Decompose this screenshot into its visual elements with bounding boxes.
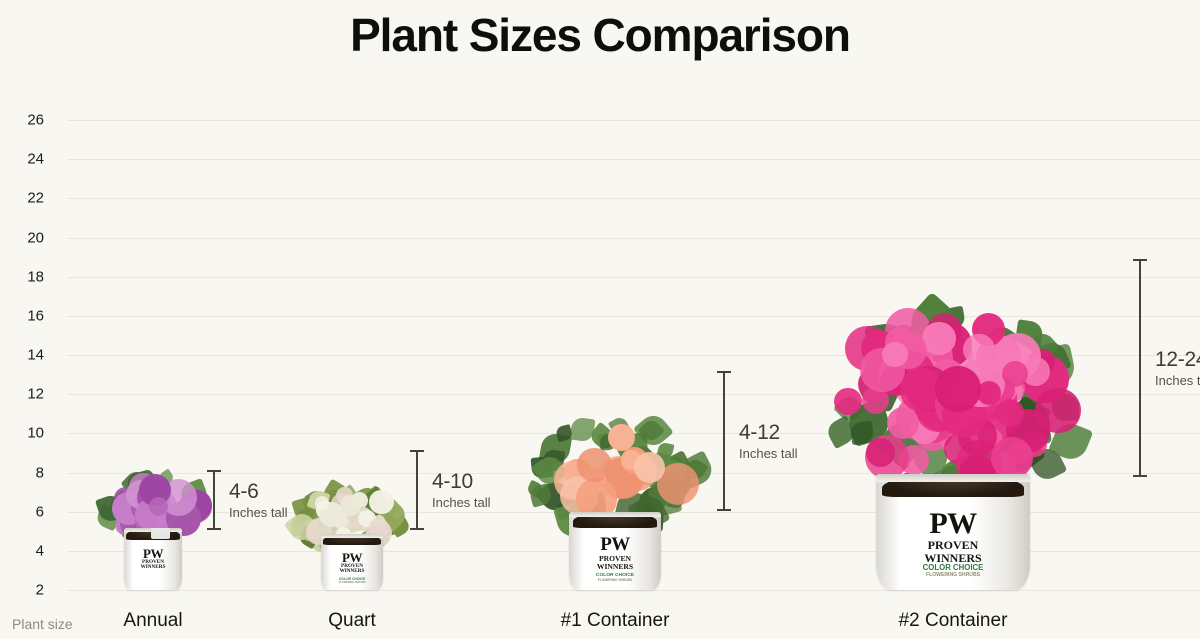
y-axis-tick-label: 14 — [27, 346, 44, 364]
nursery-pot: PW PROVEN WINNERS — [124, 528, 182, 590]
plant-care-tag — [150, 528, 170, 540]
pot-brand-logo: PW PROVEN WINNERS — [569, 535, 661, 570]
measure-line — [213, 470, 215, 530]
plant-foliage — [525, 410, 717, 547]
measure-cap-bottom — [410, 528, 424, 530]
gridline — [67, 276, 1200, 278]
measure-unit: Inches tall — [1155, 373, 1200, 388]
x-axis-tick-label: #2 Container — [898, 610, 1008, 631]
measure-range: 4-12 — [739, 421, 780, 444]
gridline — [67, 120, 1200, 121]
pot-brand-logo: PW PROVEN WINNERS — [876, 506, 1030, 565]
gridline — [67, 159, 1200, 161]
pot-color-choice-logo: COLOR CHOICE FLOWERING SHRUBS — [876, 563, 1030, 578]
pot-brand-line1: PROVEN — [341, 563, 363, 570]
measure-cap-top — [207, 470, 221, 472]
pot-pw-mark: PW — [342, 549, 362, 565]
y-axis-tick-label: 4 — [35, 542, 44, 560]
measure-cap-bottom — [1133, 475, 1147, 477]
pot-brand-logo: PW PROVEN WINNERS — [321, 551, 383, 575]
y-axis-tick-label: 2 — [35, 581, 44, 599]
measure-cap-top — [717, 371, 731, 373]
pot-brand-line1: PROVEN — [927, 538, 979, 553]
measure-cap-bottom — [207, 528, 221, 530]
nursery-pot: PW PROVEN WINNERS COLOR CHOICE FLOWERING SHR… — [876, 474, 1030, 590]
gridline — [67, 394, 1200, 396]
y-axis-tick-label: 26 — [27, 111, 44, 129]
measure-label: 4-10 Inches tall — [432, 469, 491, 511]
y-axis-tick-label: 16 — [27, 307, 44, 325]
pot-brand-line2: WINNERS — [140, 564, 166, 571]
x-axis-tick-label: #1 Container — [560, 610, 670, 631]
pot-brand-line2: WINNERS — [339, 568, 365, 575]
nursery-pot: PW PROVEN WINNERS COLOR CHOICE FLOWERING SHR… — [569, 512, 661, 590]
y-axis-tick-label: 20 — [27, 229, 44, 246]
measure-range: 12-24 — [1155, 348, 1200, 371]
measure-label: 12-24 Inches tall — [1155, 347, 1200, 389]
y-axis-tick-label: 18 — [27, 268, 44, 286]
measure-cap-bottom — [717, 509, 731, 511]
pot-color-choice-sub: FLOWERING SHRUBS — [338, 581, 366, 585]
pot-pw-mark: PW — [143, 545, 163, 561]
measure-range: 4-10 — [432, 470, 473, 493]
gridline — [67, 315, 1200, 317]
measure-unit: Inches tall — [229, 505, 288, 520]
measure-line — [416, 450, 418, 530]
pot-color-choice-logo: COLOR CHOICE FLOWERING SHRUBS — [569, 573, 661, 582]
gridline — [67, 198, 1200, 200]
measure-line — [723, 371, 725, 511]
measure-unit: Inches tall — [739, 446, 798, 461]
nursery-pot: PW PROVEN WINNERS COLOR CHOICE FLOWERING SHR… — [321, 534, 383, 590]
measure-label: 4-12 Inches tall — [739, 420, 798, 462]
y-axis-tick-label: 12 — [27, 385, 44, 403]
plant-image-variegated-shrub: PW PROVEN WINNERS COLOR CHOICE FLOWERING SHR… — [284, 478, 412, 590]
y-axis-tick-label: 10 — [27, 424, 44, 442]
measure-cap-top — [410, 450, 424, 452]
y-axis-tick-label: 6 — [35, 503, 44, 521]
pot-color-choice-logo: COLOR CHOICE FLOWERING SHRUBS — [321, 577, 383, 584]
gridline — [67, 355, 1200, 356]
measure-cap-top — [1133, 259, 1147, 261]
plant-image-peach-rose: PW PROVEN WINNERS COLOR CHOICE FLOWERING SHR… — [525, 410, 717, 590]
x-axis-tick-label: Quart — [328, 610, 376, 631]
measure-label: 4-6 Inches tall — [229, 479, 288, 521]
measure-line — [1139, 259, 1141, 477]
plant-image-pink-weigela: PW PROVEN WINNERS COLOR CHOICE FLOWERING SHR… — [819, 291, 1094, 590]
pot-color-choice-sub: FLOWERING SHRUBS — [597, 578, 633, 583]
pot-brand-logo: PW PROVEN WINNERS — [124, 545, 182, 571]
page-title: Plant Sizes Comparison — [350, 9, 851, 61]
plant-image-purple-petunia: PW PROVEN WINNERS — [94, 467, 213, 590]
measure-range: 4-6 — [229, 480, 259, 503]
pot-brand-line2: WINNERS — [924, 550, 982, 565]
y-axis-tick-label: 22 — [27, 189, 44, 207]
measure-unit: Inches tall — [432, 495, 491, 510]
y-axis-tick-label: 8 — [35, 464, 44, 481]
pot-pw-mark: PW — [600, 534, 630, 556]
pot-brand-line1: PROVEN — [142, 558, 164, 565]
pot-brand-line2: WINNERS — [596, 561, 634, 571]
plant-foliage — [284, 478, 412, 554]
plant-foliage — [94, 467, 213, 548]
x-axis-tick-label: Annual — [123, 610, 183, 631]
plant-foliage — [819, 291, 1094, 515]
pot-color-choice-sub: FLOWERING SHRUBS — [925, 572, 981, 579]
pot-brand-line1: PROVEN — [598, 553, 632, 563]
y-axis-caption: Plant size — [12, 616, 73, 632]
pot-pw-mark: PW — [929, 506, 977, 540]
gridline — [67, 590, 1200, 591]
gridline — [67, 237, 1200, 239]
y-axis-tick-label: 24 — [27, 150, 44, 168]
